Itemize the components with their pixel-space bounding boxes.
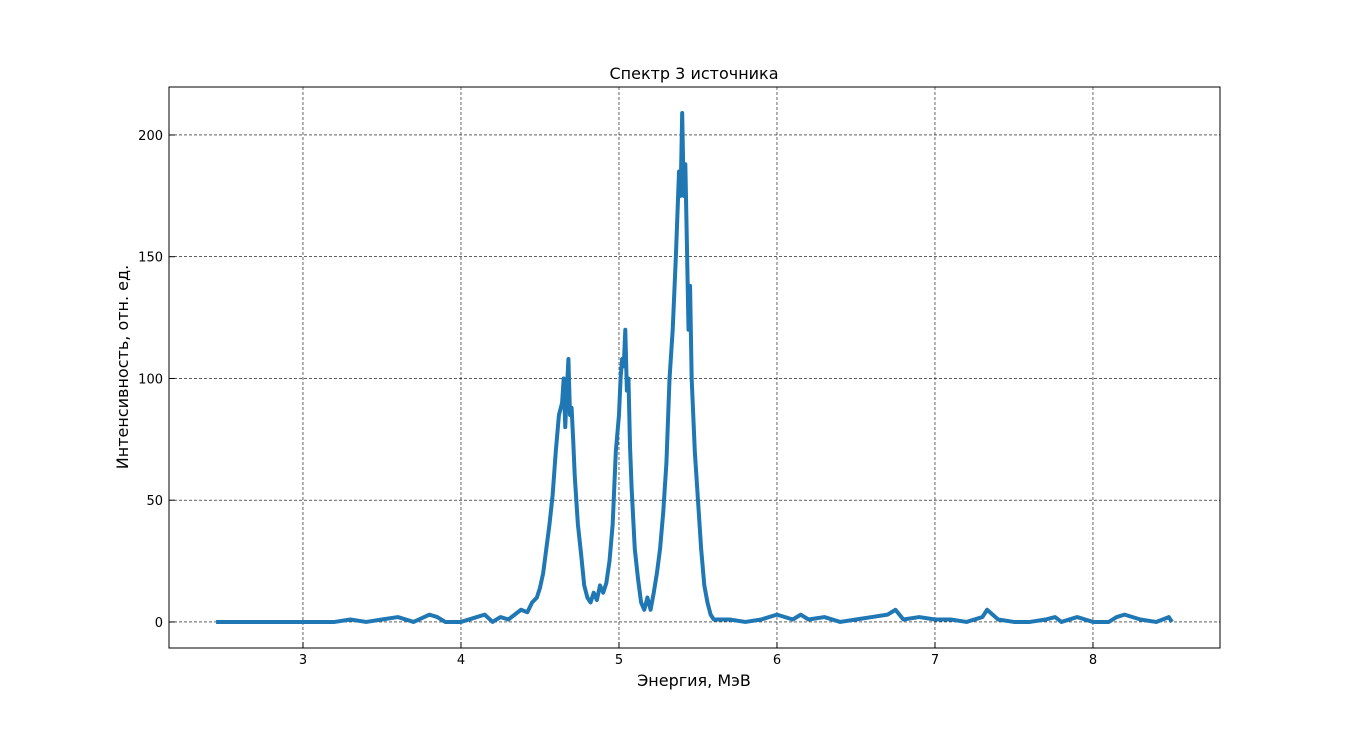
x-tick-label: 7: [931, 653, 939, 668]
y-tick-label: 150: [138, 251, 163, 266]
plot-frame: [168, 86, 1221, 649]
y-tick-label: 0: [155, 616, 163, 631]
y-tick-label: 200: [138, 129, 163, 144]
y-tick-label: 50: [146, 494, 163, 509]
x-axis-label: Энергия, МэВ: [637, 671, 751, 690]
x-tick-label: 8: [1089, 653, 1097, 668]
x-tick-label: 4: [457, 653, 465, 668]
x-tick-label: 6: [773, 653, 781, 668]
chart-title: Спектр 3 источника: [609, 64, 778, 83]
y-axis-label: Интенсивность, отн. ед.: [113, 265, 132, 469]
x-tick-label: 5: [615, 653, 623, 668]
data-line: [216, 111, 1174, 624]
x-tick-label: 3: [299, 653, 307, 668]
y-tick-label: 100: [138, 372, 163, 387]
